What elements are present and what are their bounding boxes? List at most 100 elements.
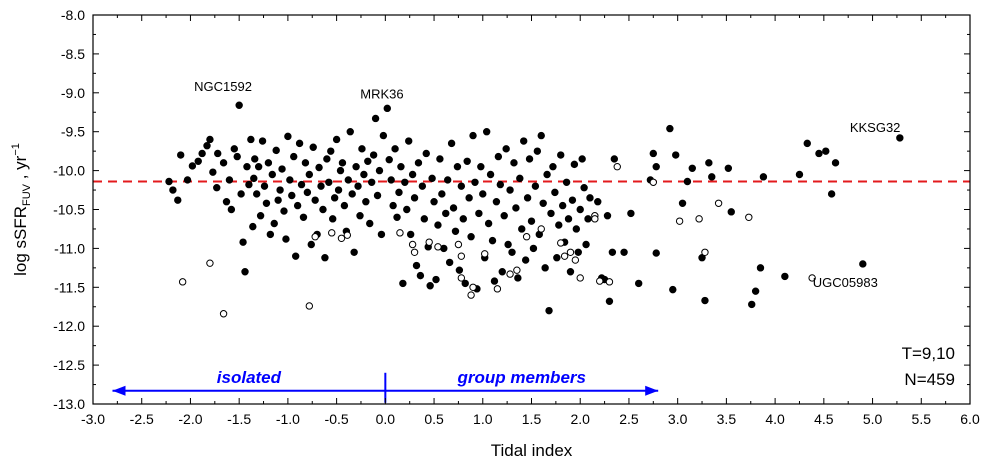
data-point: [344, 176, 353, 184]
data-point: [822, 147, 830, 155]
x-tick-label: 2.0: [570, 411, 590, 427]
ticks-group: -3.0 -2.5 -2.0 -1.5 -1.0 -0.5 0.0 0.5 1.0 1.5 2.0 2…: [53, 7, 980, 427]
x-tick-label: -0.5: [325, 411, 349, 427]
data-point: [520, 137, 528, 145]
data-point: [445, 258, 454, 267]
data-point: [414, 159, 423, 167]
data-point: [354, 182, 362, 190]
data-point-open: [537, 225, 545, 233]
data-point-open: [434, 243, 442, 251]
data-point: [391, 145, 399, 153]
data-point: [504, 240, 512, 249]
data-point: [174, 196, 182, 204]
y-tick-label: -12.0: [53, 318, 85, 334]
data-point: [245, 180, 253, 189]
data-point: [438, 190, 446, 198]
x-tick-label: -3.0: [81, 411, 105, 427]
data-point: [678, 199, 687, 207]
y-tick-label: -9.5: [61, 124, 85, 140]
data-point: [291, 252, 300, 260]
data-point: [247, 135, 255, 144]
annotation-label: UGC05983: [813, 275, 878, 290]
data-point: [582, 240, 590, 249]
data-point: [254, 163, 263, 171]
x-tick-label: 5.0: [863, 411, 883, 427]
data-point: [290, 152, 298, 161]
data-point: [297, 180, 306, 189]
data-point: [705, 159, 713, 167]
data-point-open: [695, 215, 703, 223]
data-point: [479, 190, 487, 198]
data-point-open: [808, 274, 816, 282]
data-point-open: [311, 233, 319, 241]
data-point: [332, 135, 341, 144]
y-tick-label: -13.0: [53, 396, 85, 412]
data-point: [253, 190, 261, 198]
data-point: [447, 139, 456, 148]
data-point-open: [454, 240, 463, 249]
data-point: [461, 279, 469, 288]
data-point: [295, 139, 304, 148]
data-point: [334, 186, 343, 194]
data-point: [395, 188, 403, 197]
data-point: [346, 128, 354, 136]
x-axis-title: Tidal index: [491, 441, 573, 460]
data-point: [406, 230, 415, 239]
data-point: [471, 178, 479, 186]
data-point: [815, 149, 823, 158]
data-point: [239, 238, 247, 246]
data-point-open: [457, 274, 466, 282]
data-point-open: [701, 248, 709, 256]
data-point: [317, 182, 325, 190]
y-tick-label: -12.5: [53, 357, 85, 373]
x-tick-label: 0.0: [376, 411, 396, 427]
group-arrow-head: [645, 385, 659, 396]
data-point: [422, 149, 430, 158]
data-point: [580, 184, 588, 192]
data-point-open: [467, 291, 475, 299]
data-point: [301, 159, 310, 167]
data-point: [521, 256, 530, 264]
data-point: [486, 170, 495, 179]
data-point: [533, 147, 542, 155]
data-point-open: [305, 302, 314, 310]
data-point: [605, 297, 614, 306]
data-point: [249, 222, 257, 231]
data-point: [377, 230, 386, 239]
data-point: [508, 248, 516, 256]
data-point: [321, 254, 329, 262]
y-axis-title-unit: , yr: [11, 155, 30, 184]
data-point: [319, 205, 327, 214]
data-point: [241, 268, 249, 276]
data-point: [214, 149, 222, 158]
regions-group: isolated group members: [112, 368, 659, 403]
data-point: [309, 143, 317, 151]
data-point: [233, 152, 241, 161]
data-point: [708, 173, 716, 181]
x-tick-label: -2.5: [130, 411, 154, 427]
data-point: [518, 225, 526, 233]
data-point: [230, 145, 238, 153]
data-point: [545, 306, 553, 315]
data-point: [256, 212, 265, 220]
axes-group: [92, 14, 971, 405]
data-point: [327, 147, 335, 155]
data-point: [280, 207, 288, 215]
data-point: [434, 221, 442, 229]
data-point: [169, 186, 177, 194]
data-point-open: [566, 248, 575, 256]
data-point: [401, 178, 409, 186]
data-point-open: [410, 248, 419, 256]
data-point-open: [596, 277, 604, 285]
data-point: [578, 155, 586, 163]
data-point: [198, 149, 206, 158]
data-point: [410, 194, 419, 202]
y-tick-label: -8.0: [61, 7, 85, 23]
text-group: Tidal index log sSFRFUV , yr−1 NGC1592 MRK3…: [10, 79, 955, 460]
data-point: [488, 236, 497, 245]
data-point: [371, 114, 380, 123]
data-point: [420, 215, 429, 223]
data-point: [525, 155, 534, 163]
y-tick-label: -8.5: [61, 46, 85, 62]
